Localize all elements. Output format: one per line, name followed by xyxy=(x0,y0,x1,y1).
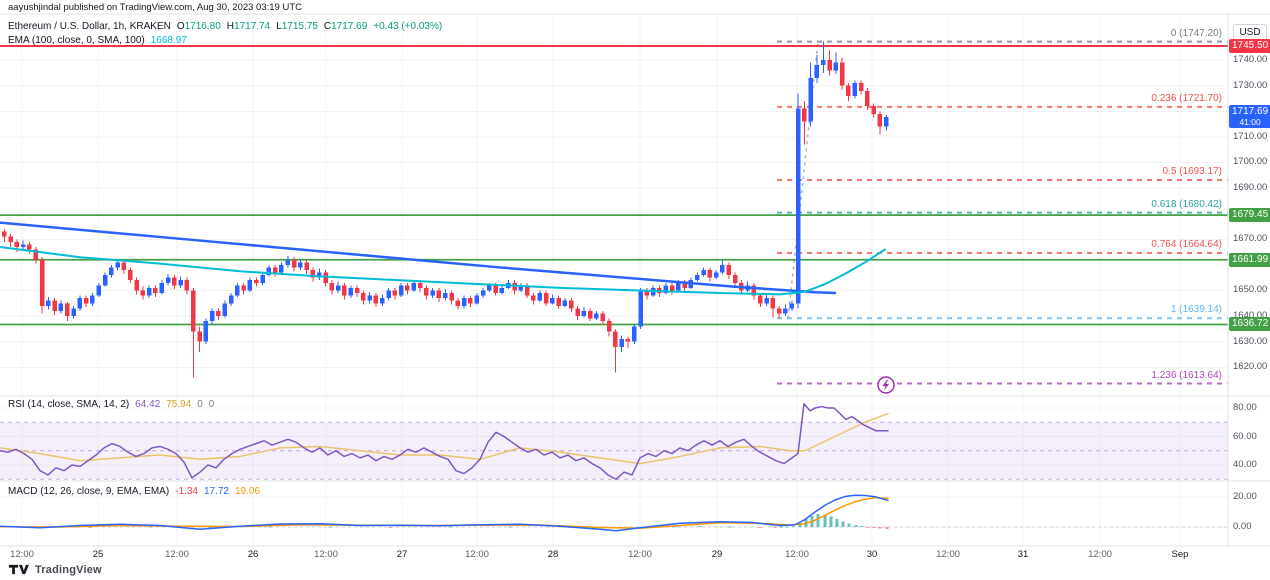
support-price-tag: 1679.45 xyxy=(1229,208,1270,223)
ema-legend: EMA (100, close, 0, SMA, 100) 1668.97 xyxy=(8,35,187,46)
fib-level-label: 1 (1639.14) xyxy=(1170,304,1222,316)
rsi-line xyxy=(0,402,889,480)
fib-level-label: 0.764 (1664.64) xyxy=(1151,239,1222,250)
fib-trend-connector xyxy=(787,41,819,319)
macd-signal-line xyxy=(0,497,889,529)
price-axis-label: 1710.00 xyxy=(1233,130,1268,142)
bar-countdown: 41:00 xyxy=(1239,117,1261,128)
ema-value: 1668.97 xyxy=(150,35,187,46)
price-axis-label: 1620.00 xyxy=(1233,361,1268,373)
macd-value: -1.34 xyxy=(175,486,198,497)
sma-blue-line xyxy=(0,221,837,295)
tradingview-logo-icon xyxy=(8,564,29,575)
ohlc-key: C xyxy=(323,21,332,32)
rsi-indicator-name: RSI (14, close, SMA, 14, 2) xyxy=(8,399,130,410)
macd-axis-label: 20.00 xyxy=(1233,491,1257,502)
ohlc-value: 1717.74 xyxy=(234,21,271,32)
ema-indicator-name: EMA (100, close, 0, SMA, 100) xyxy=(8,35,145,46)
rsi-value: 0 xyxy=(197,399,203,410)
rsi-band xyxy=(0,422,1228,480)
time-axis-label: 31 xyxy=(1017,549,1029,560)
macd-value: 17.72 xyxy=(203,486,229,497)
symbol-title: Ethereum / U.S. Dollar, 1h, KRAKEN xyxy=(8,21,171,32)
price-axis-label: 1670.00 xyxy=(1233,233,1268,245)
time-axis-label: 12:00 xyxy=(785,549,809,560)
time-axis-label: 28 xyxy=(547,549,559,560)
rsi-axis-label: 60.00 xyxy=(1233,430,1257,442)
fib-level-label: 0.236 (1721.70) xyxy=(1151,92,1222,104)
rsi-axis-label: 40.00 xyxy=(1233,459,1257,470)
macd-axis-label: 0.00 xyxy=(1233,521,1252,532)
time-axis-label: 12:00 xyxy=(628,549,652,560)
time-axis-label: 30 xyxy=(866,549,878,560)
price-axis-label: 1640.00 xyxy=(1233,310,1268,322)
rsi-value: 75.94 xyxy=(166,399,192,410)
grid xyxy=(0,14,1228,546)
ohlc-value: 1717.69 xyxy=(331,21,368,32)
ohlc-value: 1715.75 xyxy=(281,21,318,32)
time-axis-label: 27 xyxy=(396,549,408,560)
time-axis-label: 12:00 xyxy=(314,549,338,560)
fib-level-label: 1.236 (1613.64) xyxy=(1151,369,1222,381)
last-price-value: 1717.69 xyxy=(1232,106,1269,118)
time-axis-label: 12:00 xyxy=(1088,549,1112,560)
macd-line xyxy=(0,494,889,532)
price-change: +0.43 (+0.03%) xyxy=(373,21,443,32)
price-axis-label: 1740.00 xyxy=(1233,54,1268,66)
ema-cyan-line xyxy=(0,245,886,296)
time-axis-label: 26 xyxy=(247,549,259,560)
price-axis-label: 1630.00 xyxy=(1233,335,1268,347)
price-axis-label: 1700.00 xyxy=(1233,156,1268,168)
ohlc-value: 1716.80 xyxy=(184,21,221,32)
time-axis-label: 29 xyxy=(711,549,723,560)
time-axis-label: 12:00 xyxy=(165,549,189,560)
ohlc-key: L xyxy=(276,21,282,32)
price-axis-label: 1730.00 xyxy=(1233,79,1268,91)
macd-indicator-name: MACD (12, 26, close, 9, EMA, EMA) xyxy=(8,486,170,497)
time-axis-label: Sep xyxy=(1171,549,1189,560)
support-price-tag: 1636.72 xyxy=(1229,317,1270,332)
rsi-value: 0 xyxy=(208,399,215,410)
resistance-price-tag: 1745.50 xyxy=(1229,39,1270,53)
fib-level-label: 0 (1747.20) xyxy=(1170,27,1222,39)
candlestick-series xyxy=(2,41,889,378)
rsi-legend: RSI (14, close, SMA, 14, 2) 64.42 75.94 0 0 xyxy=(8,399,214,410)
event-marker-icon xyxy=(877,376,895,394)
time-axis-label: 12:00 xyxy=(10,549,34,560)
pane-borders xyxy=(0,13,1270,547)
fib-level-label: 0.618 (1680.42) xyxy=(1151,198,1222,210)
ohlc-key: O xyxy=(176,21,185,32)
time-axis-label: 25 xyxy=(92,549,104,560)
price-axis-label: 1690.00 xyxy=(1233,182,1268,194)
macd-legend: MACD (12, 26, close, 9, EMA, EMA) -1.34 17… xyxy=(8,486,260,497)
ohlc-key: H xyxy=(226,21,235,32)
fib-level-label: 0.5 (1693.17) xyxy=(1162,165,1223,177)
time-axis-label: 12:00 xyxy=(936,549,960,560)
publish-attribution: aayushjindal published on TradingView.co… xyxy=(8,2,302,13)
tradingview-logo-text: TradingView xyxy=(35,563,102,576)
macd-value: 19.06 xyxy=(235,486,261,497)
last-price-tag: 1717.69 41:00 xyxy=(1229,105,1270,129)
time-axis-label: 12:00 xyxy=(465,549,489,560)
support-price-tag: 1661.99 xyxy=(1229,252,1270,267)
rsi-value: 64.42 xyxy=(135,399,161,410)
price-axis-label: 1650.00 xyxy=(1233,284,1268,296)
rsi-axis-label: 80.00 xyxy=(1233,402,1257,413)
symbol-legend: Ethereum / U.S. Dollar, 1h, KRAKEN O1716.… xyxy=(8,21,442,32)
tradingview-logo[interactable]: TradingView xyxy=(8,563,102,576)
